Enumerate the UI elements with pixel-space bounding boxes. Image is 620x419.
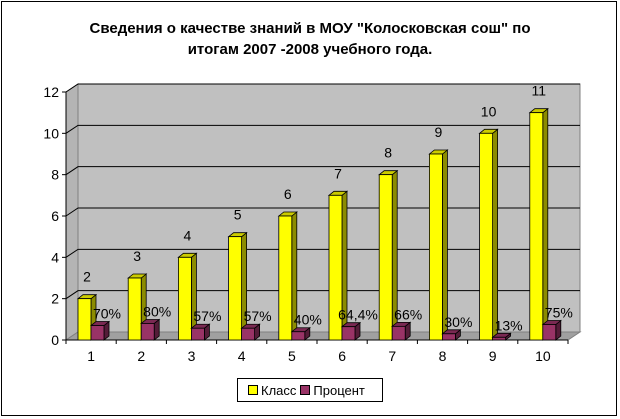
legend-swatch-klass	[248, 385, 258, 395]
bar-klass-front	[279, 216, 292, 340]
bar-procent	[442, 330, 460, 340]
data-label-klass: 9	[435, 124, 443, 140]
bar-procent	[91, 322, 109, 340]
bar-klass-front	[178, 257, 191, 340]
bar-procent	[543, 321, 561, 341]
bar-procent-front	[493, 337, 506, 340]
bar-klass-front	[78, 299, 91, 340]
data-label-klass: 5	[234, 207, 242, 223]
legend-item-klass: Класс	[248, 383, 296, 398]
y-tick-label: 12	[43, 84, 59, 100]
y-tick-label: 4	[51, 249, 59, 265]
bar-procent-front	[292, 332, 305, 340]
data-label-klass: 8	[384, 145, 392, 161]
bar-procent-front	[242, 328, 255, 340]
bar-procent	[141, 319, 159, 340]
bar-procent-front	[91, 326, 104, 340]
legend-label-procent: Процент	[313, 383, 364, 398]
y-tick-label: 2	[51, 291, 59, 307]
data-label-procent: 70%	[93, 306, 121, 322]
bar-procent-front	[392, 326, 405, 340]
bar-procent	[191, 324, 209, 340]
y-tick-label: 8	[51, 167, 59, 183]
x-tick-label: 5	[288, 348, 296, 364]
bar-klass-front	[530, 113, 543, 340]
bar-procent	[242, 324, 260, 340]
bar-klass-front	[480, 133, 493, 340]
x-tick-label: 7	[388, 348, 396, 364]
bar-klass	[429, 150, 447, 340]
data-label-klass: 10	[481, 103, 497, 119]
x-tick-label: 6	[338, 348, 346, 364]
bar-klass-side	[442, 150, 447, 340]
legend-label-klass: Класс	[261, 383, 296, 398]
data-label-procent: 57%	[244, 308, 272, 324]
bar-procent-front	[191, 328, 204, 340]
data-label-procent: 66%	[394, 306, 422, 322]
data-label-procent: 40%	[294, 312, 322, 328]
x-tick-label: 10	[535, 348, 551, 364]
bar-klass-side	[493, 129, 498, 340]
data-label-procent: 80%	[143, 303, 171, 319]
x-tick-label: 4	[238, 348, 246, 364]
data-label-procent: 13%	[495, 317, 523, 333]
data-label-klass: 7	[334, 165, 342, 181]
data-label-klass: 2	[83, 269, 91, 285]
data-label-procent: 75%	[545, 305, 573, 321]
data-label-klass: 11	[532, 83, 547, 99]
bar-procent	[392, 322, 410, 340]
data-label-procent: 57%	[193, 308, 221, 324]
chart-legend: Класс Процент	[237, 378, 383, 402]
y-tick-label: 6	[51, 208, 59, 224]
x-tick-label: 9	[489, 348, 497, 364]
data-label-klass: 3	[133, 248, 141, 264]
bar-procent-front	[342, 327, 355, 340]
x-tick-label: 8	[439, 348, 447, 364]
x-tick-label: 2	[137, 348, 145, 364]
bar-klass-front	[128, 278, 141, 340]
bar-procent	[292, 328, 310, 340]
bar-procent-front	[442, 334, 455, 340]
bar-klass-front	[379, 175, 392, 340]
y-tick-label: 10	[43, 125, 59, 141]
y-tick-label: 0	[51, 332, 59, 348]
legend-swatch-procent	[300, 385, 310, 395]
data-label-procent: 64,4%	[338, 307, 378, 323]
bar-procent-front	[141, 323, 154, 340]
x-tick-label: 3	[188, 348, 196, 364]
bar-klass-front	[229, 237, 242, 340]
bar-klass	[480, 129, 498, 340]
bar-procent	[342, 323, 360, 340]
bar-procent-front	[543, 325, 556, 341]
data-label-procent: 30%	[444, 314, 472, 330]
legend-item-procent: Процент	[300, 383, 364, 398]
bar-klass-front	[429, 154, 442, 340]
data-label-klass: 4	[184, 227, 192, 243]
data-label-klass: 6	[284, 186, 292, 202]
x-tick-label: 1	[87, 348, 95, 364]
